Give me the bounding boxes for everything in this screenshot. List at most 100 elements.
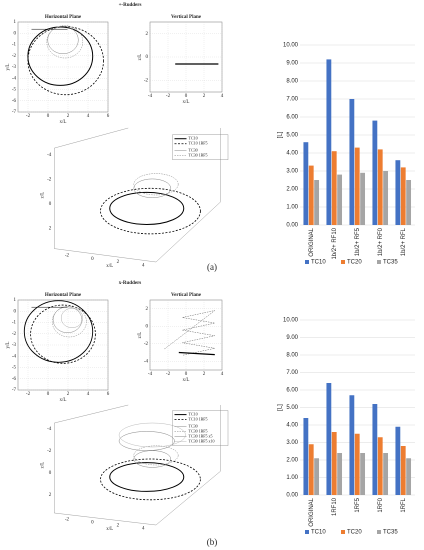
x-tick-label: 0 bbox=[47, 392, 50, 397]
y-tick-label: 1 bbox=[14, 298, 17, 303]
y-tick-label: 0 bbox=[146, 324, 149, 329]
legend-label: TC30 bbox=[189, 424, 198, 429]
bar bbox=[314, 458, 320, 495]
x-tick-label: 4 bbox=[87, 392, 90, 397]
y-tick-label: 9.00 bbox=[286, 61, 298, 67]
y-axis-label: [L] bbox=[278, 404, 284, 411]
x-axis-label: x/L bbox=[60, 120, 67, 125]
y-tick-label: -7 bbox=[12, 110, 17, 115]
x-tick-label: 0 bbox=[185, 372, 188, 377]
y-axis-label: z/L bbox=[138, 332, 143, 339]
z-axis-label: z/L bbox=[40, 192, 45, 199]
x-tick-label: 6 bbox=[107, 392, 110, 397]
trajectory bbox=[133, 450, 172, 468]
legend-swatch bbox=[305, 260, 309, 264]
y-tick-label: 9.00 bbox=[286, 335, 298, 341]
y-tick-label: 6.00 bbox=[286, 388, 298, 394]
z-tick-label: -4 bbox=[47, 153, 52, 158]
trajectory bbox=[30, 304, 96, 364]
y-axis-label: y/L bbox=[6, 342, 11, 349]
z-tick-label: 2 bbox=[49, 227, 52, 232]
legend-frame bbox=[172, 134, 229, 160]
y-tick-label: -4 bbox=[144, 359, 149, 364]
bar bbox=[395, 426, 401, 495]
z-tick-label: 2 bbox=[49, 493, 52, 498]
bar bbox=[383, 453, 389, 495]
plot-title: Horizontal Plane bbox=[45, 293, 82, 298]
y-tick-label: 2 bbox=[146, 307, 149, 312]
y-tick-label: 2 bbox=[146, 32, 149, 37]
bar bbox=[314, 180, 320, 225]
x-tick-label: 0 bbox=[185, 94, 188, 99]
x-tick-label: 4 bbox=[142, 263, 145, 268]
x-tick-label: 1b/2+ RF0 bbox=[378, 227, 384, 256]
bar bbox=[360, 172, 366, 225]
trajectory bbox=[61, 308, 84, 328]
x-tick-label: 1b/2+ RFL bbox=[401, 227, 407, 256]
bar bbox=[331, 151, 337, 225]
bar bbox=[406, 180, 412, 225]
x-tick-label: 4 bbox=[142, 527, 145, 532]
y-tick-label: -3 bbox=[12, 343, 17, 348]
y-tick-label: -4 bbox=[12, 354, 17, 359]
bar-chart: 0.00 1.00 2.00 3.00 4.00 5.00 6.00 7.00 8.00 9.00… bbox=[278, 318, 415, 536]
legend-label: TC30 1RF5 bbox=[189, 429, 208, 434]
y-tick-label: 10.00 bbox=[283, 318, 299, 324]
x-tick-label: -4 bbox=[148, 372, 153, 377]
x-tick-label: 2 bbox=[67, 392, 70, 397]
x-tick-label: 0 bbox=[91, 521, 94, 526]
x-tick-label: -2 bbox=[26, 392, 31, 397]
y-tick-label: -6 bbox=[12, 377, 17, 382]
bar bbox=[400, 446, 406, 495]
y-tick-label: 7.00 bbox=[286, 97, 298, 103]
x-tick-label: 6 bbox=[107, 114, 110, 119]
bar bbox=[406, 458, 412, 495]
x-tick-label: 2 bbox=[203, 372, 206, 377]
bar bbox=[400, 167, 406, 225]
y-tick-label: 1 bbox=[14, 20, 17, 25]
legend-label: TC10 bbox=[189, 136, 198, 141]
x-tick-label: 1b/2+ RF5 bbox=[355, 227, 361, 256]
plot-title: Vertical Plane bbox=[171, 293, 202, 298]
legend-label: TC30 1RF5 x5 bbox=[189, 434, 213, 439]
bar bbox=[303, 418, 309, 495]
y-tick-label: -1 bbox=[12, 43, 17, 48]
legend-label: TC10 bbox=[189, 412, 198, 417]
y-tick-label: 8.00 bbox=[286, 353, 298, 359]
y-axis-label: [L] bbox=[278, 131, 284, 138]
section-label: +-Rudders bbox=[119, 3, 142, 8]
y-tick-label: -2 bbox=[12, 54, 17, 59]
trajectory bbox=[109, 191, 185, 225]
bar bbox=[395, 160, 401, 225]
trajectory bbox=[118, 422, 186, 448]
trajectory bbox=[46, 25, 84, 59]
legend-label: TC30 1RF5 x10 bbox=[189, 439, 215, 444]
bar bbox=[331, 432, 337, 495]
y-tick-label: -2 bbox=[144, 78, 149, 83]
y-tick-label: 3.00 bbox=[286, 440, 298, 446]
legend-label: TC30 1RF5 bbox=[189, 153, 208, 158]
bar bbox=[326, 383, 332, 495]
x-tick-label: 4 bbox=[221, 94, 224, 99]
bar bbox=[377, 437, 383, 495]
x-tick-label: ORIGINAL bbox=[309, 227, 315, 256]
trajectory bbox=[118, 431, 175, 451]
y-tick-label: 1.00 bbox=[286, 475, 298, 481]
legend-label: TC30 bbox=[189, 148, 198, 153]
x-axis-label: x/L bbox=[60, 398, 67, 403]
z-tick-label: 0 bbox=[49, 471, 52, 476]
bar bbox=[308, 444, 314, 495]
x-tick-label: 1RF5 bbox=[355, 497, 361, 512]
bar bbox=[349, 99, 355, 225]
legend-swatch bbox=[341, 260, 345, 264]
trajectory bbox=[47, 25, 79, 55]
x-axis-label: x/L bbox=[183, 100, 190, 105]
y-tick-label: -6 bbox=[12, 99, 17, 104]
trajectory bbox=[23, 300, 94, 363]
x-tick-label: -2 bbox=[166, 372, 171, 377]
trajectory bbox=[133, 178, 172, 198]
bar bbox=[303, 142, 309, 225]
y-tick-label: 2.00 bbox=[286, 187, 298, 193]
trajectory bbox=[133, 445, 179, 466]
z-tick-label: -4 bbox=[47, 427, 52, 432]
